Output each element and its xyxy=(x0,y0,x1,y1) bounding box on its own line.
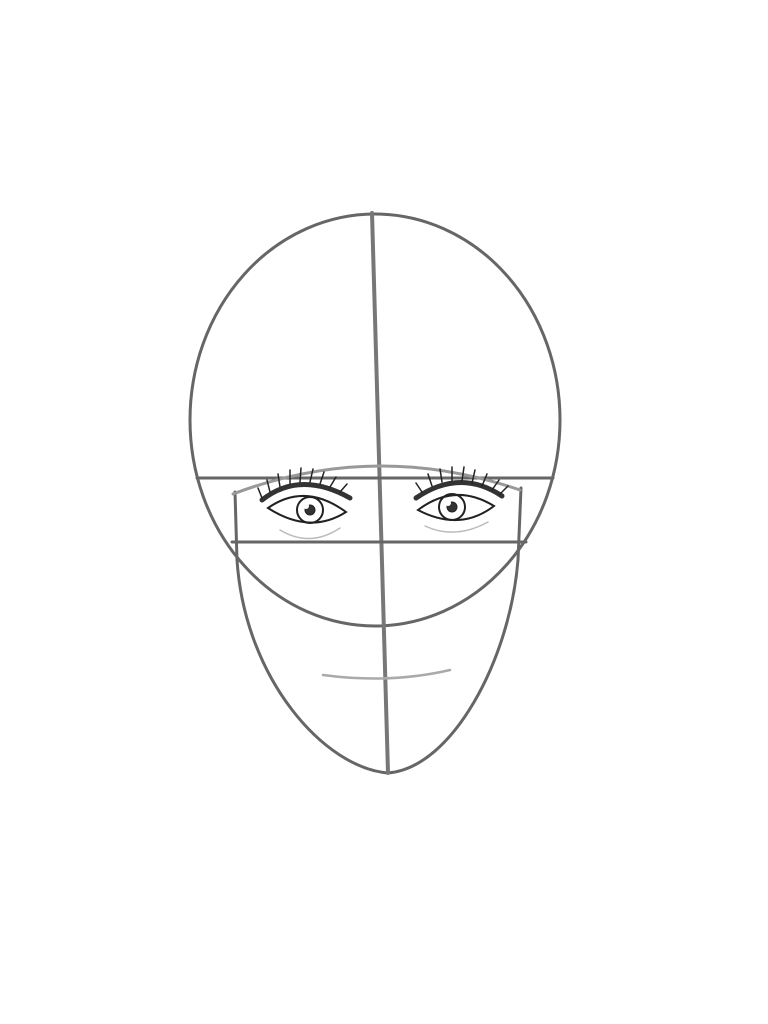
right-eye xyxy=(413,466,509,533)
jaw-outline xyxy=(233,486,523,775)
left-eye xyxy=(257,467,353,540)
head-circle xyxy=(188,212,562,628)
mouth-line xyxy=(321,668,452,680)
brow-arc xyxy=(231,464,522,496)
center-line xyxy=(370,211,390,775)
